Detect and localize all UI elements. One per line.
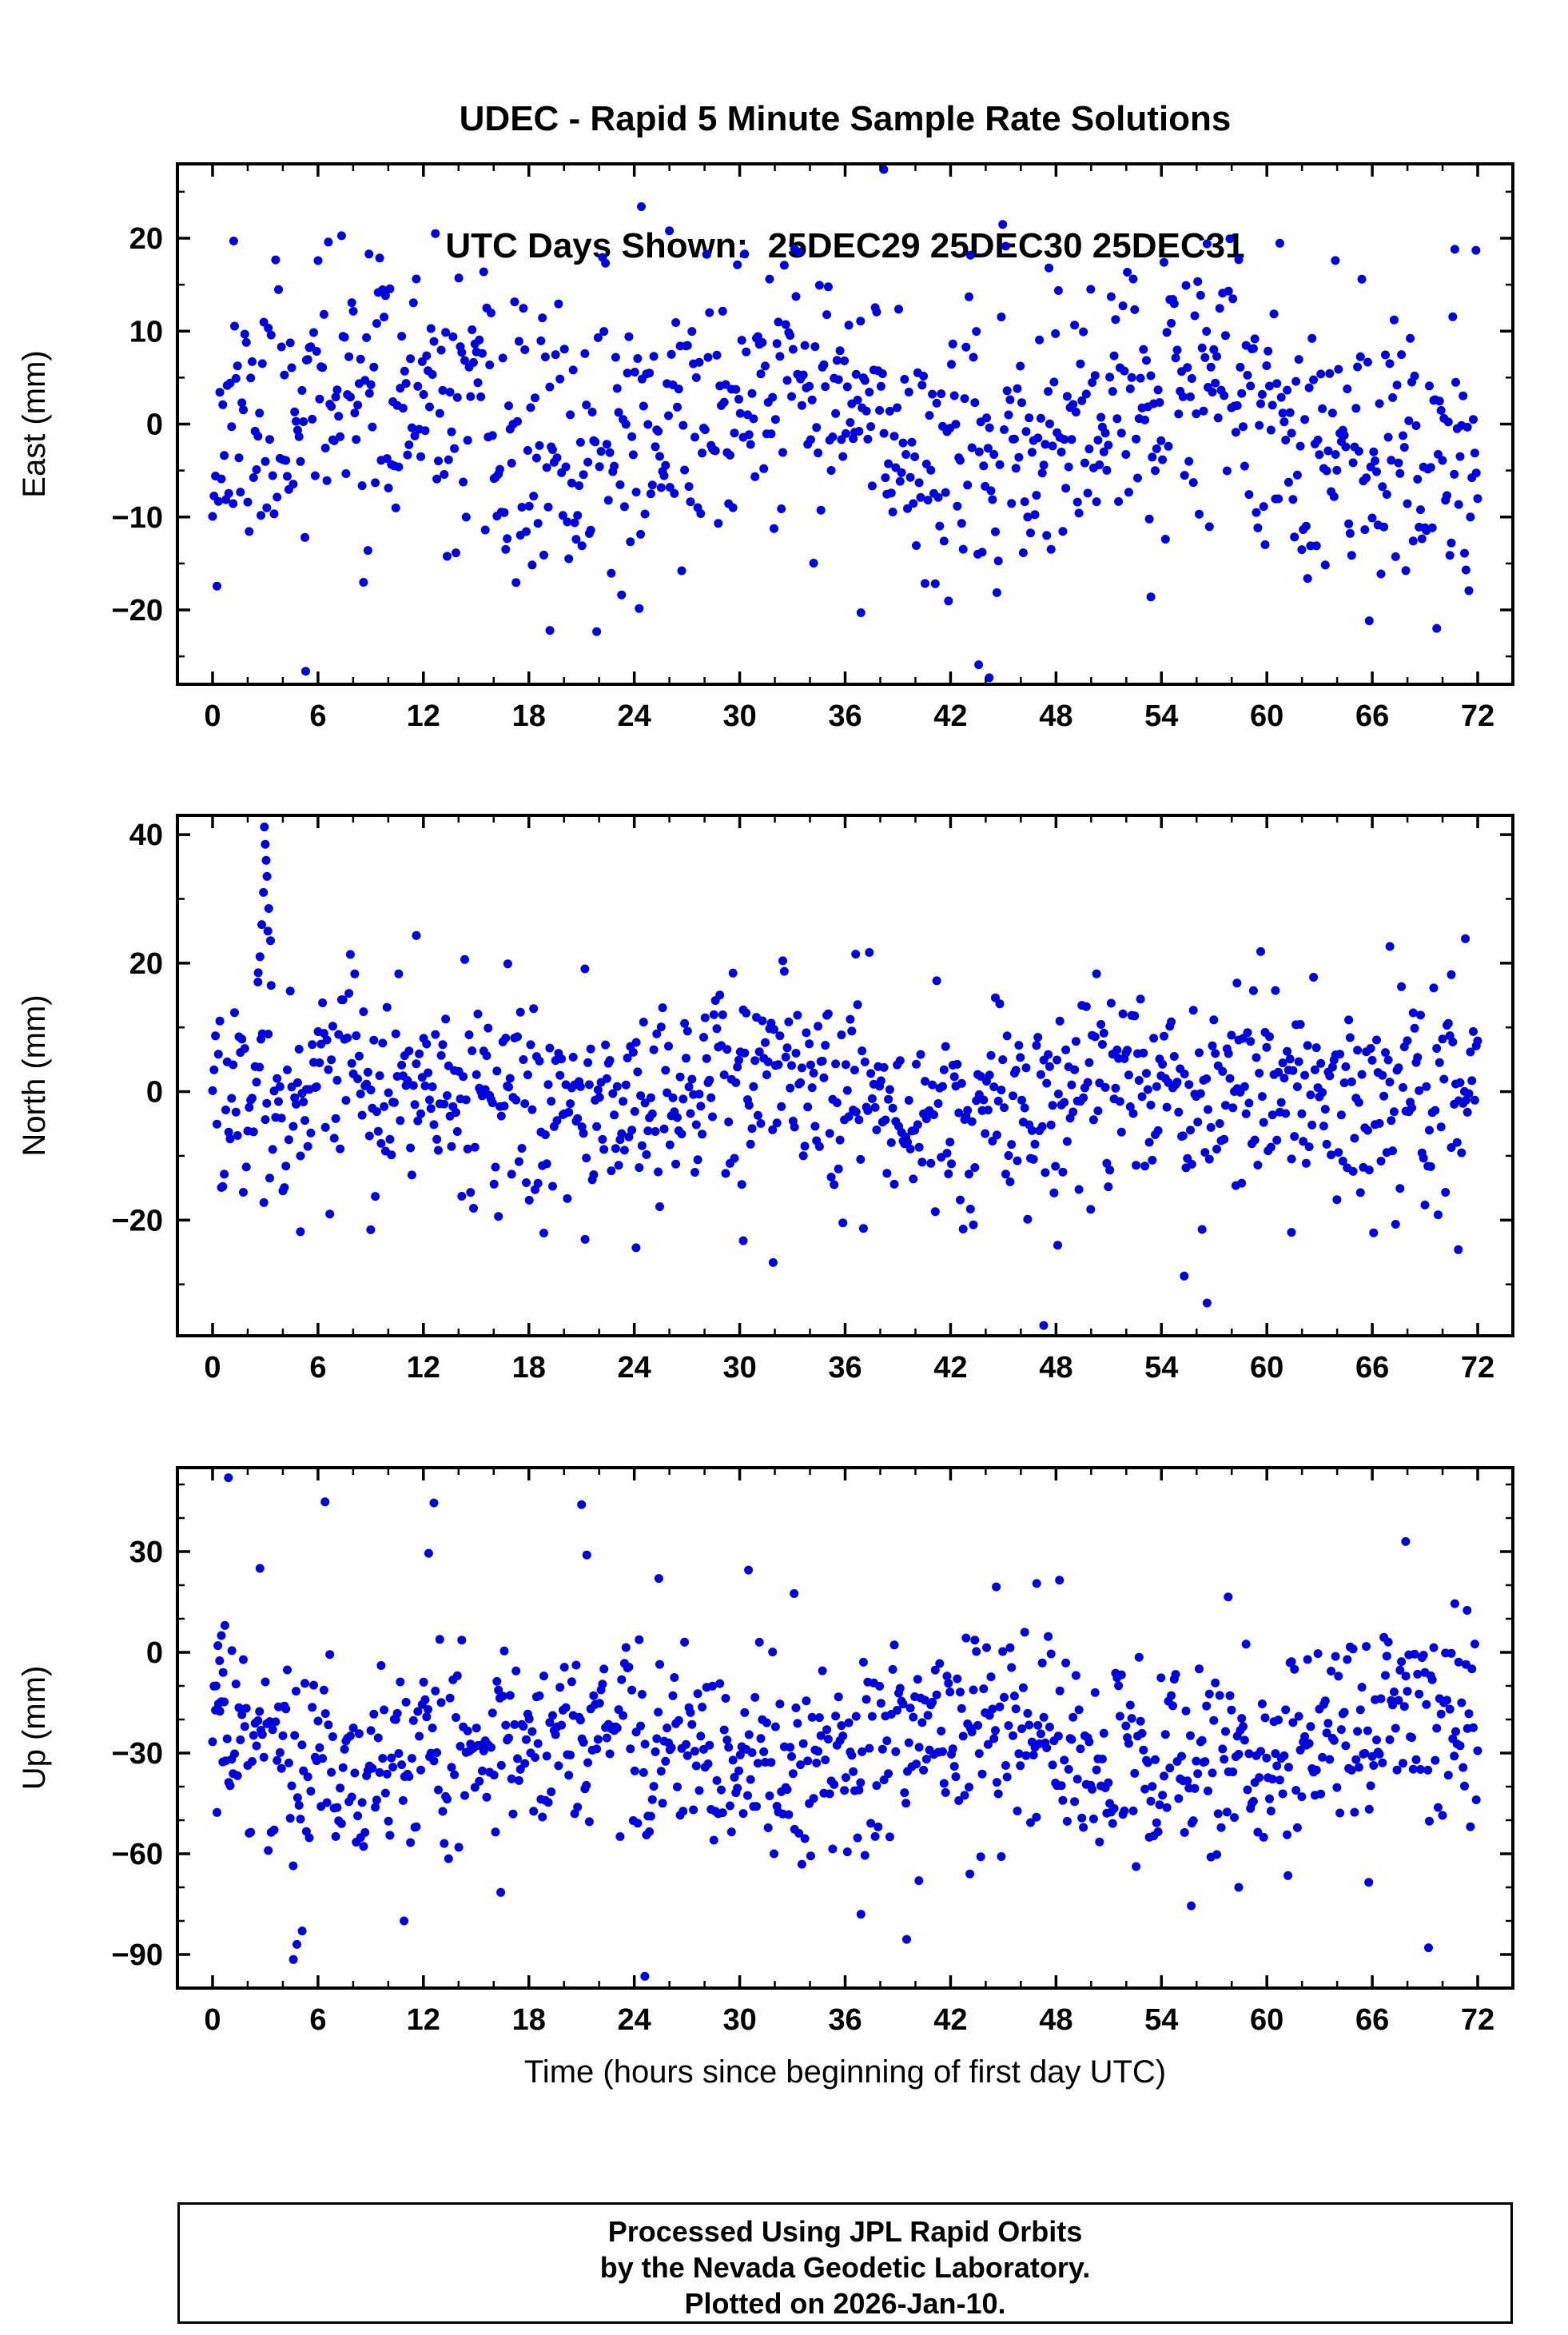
y-tick-label: 0: [146, 1636, 163, 1670]
x-tick-label: 66: [1355, 2003, 1389, 2037]
x-tick-label: 72: [1461, 1351, 1494, 1385]
x-tick-label: 6: [309, 699, 326, 733]
panel-east: 0 6 12 18 24 30 36 42 48 54 60 66 72 −20 −10 0 10 20 East …: [17, 162, 1514, 733]
x-tick-label: 30: [722, 1351, 756, 1385]
x-tick-label: 12: [407, 699, 440, 733]
x-tick-label: 60: [1250, 2003, 1283, 2037]
footer-line-3: Plotted on 2026-Jan-10.: [684, 2287, 1006, 2320]
y-tick-label: 0: [146, 1076, 163, 1110]
labels-east: 0 6 12 18 24 30 36 42 48 54 60 66 72 −20 −10 0 10 20 East …: [17, 222, 1494, 733]
x-tick-label: 18: [512, 1351, 546, 1385]
x-tick-label: 54: [1144, 2003, 1178, 2037]
x-tick-label: 42: [933, 699, 967, 733]
figure-title-block: UDEC - Rapid 5 Minute Sample Rate Soluti…: [177, 13, 1513, 352]
x-tick-label: 48: [1039, 699, 1073, 733]
footer-box: Processed Using JPL Rapid Orbits by the …: [177, 2202, 1513, 2324]
y-tick-label: −60: [112, 1838, 163, 1871]
x-tick-label: 60: [1250, 699, 1283, 733]
plot-frame-up: [176, 1466, 1514, 1990]
labels-up: 0 6 12 18 24 30 36 42 48 54 60 66 72 −90 −60 −30 0 30 Up (…: [17, 1536, 1494, 2037]
x-tick-label: 72: [1461, 2003, 1494, 2037]
panel-north: 0 6 12 18 24 30 36 42 48 54 60 66 72 −20 0 20 40 North (m…: [17, 814, 1514, 1385]
x-tick-label: 12: [407, 2003, 440, 2037]
x-axis-title: Time (hours since beginning of first day…: [523, 2054, 1167, 2090]
x-tick-label: 72: [1461, 699, 1494, 733]
scatter-points-east: [208, 165, 1482, 683]
plot-frame-east: [176, 162, 1514, 686]
x-tick-label: 24: [618, 1351, 651, 1385]
y-tick-label: −20: [112, 1204, 163, 1237]
y-tick-label: −10: [112, 501, 163, 535]
x-tick-label: 6: [309, 2003, 326, 2037]
x-tick-label: 36: [828, 2003, 862, 2037]
panel-up: 0 6 12 18 24 30 36 42 48 54 60 66 72 −90 −60 −30 0 30 Up (…: [17, 1466, 1514, 2037]
x-tick-label: 12: [407, 1351, 440, 1385]
y-tick-label: 40: [129, 819, 163, 852]
x-tick-label: 24: [618, 699, 651, 733]
y-axis-label-north: North (mm): [17, 994, 52, 1156]
x-tick-label: 6: [309, 1351, 326, 1385]
x-tick-label: 48: [1039, 2003, 1073, 2037]
x-tick-label: 42: [933, 2003, 967, 2037]
y-tick-label: 20: [129, 947, 163, 981]
y-tick-label: 10: [129, 315, 163, 349]
plot-frame-north: [176, 814, 1514, 1337]
footer-line-2: by the Nevada Geodetic Laboratory.: [599, 2251, 1091, 2284]
footer-line-1: Processed Using JPL Rapid Orbits: [607, 2215, 1083, 2248]
x-tick-label: 18: [512, 2003, 546, 2037]
x-tick-label: 36: [828, 699, 862, 733]
figure-subtitle: UTC Days Shown: 25DEC29 25DEC30 25DEC31: [445, 226, 1245, 265]
x-tick-label: 54: [1144, 699, 1178, 733]
x-tick-label: 42: [933, 1351, 967, 1385]
x-tick-label: 66: [1355, 699, 1389, 733]
x-tick-label: 66: [1355, 1351, 1389, 1385]
x-tick-label: 30: [722, 2003, 756, 2037]
scatter-points-north: [208, 823, 1482, 1330]
x-tick-label: 24: [618, 2003, 651, 2037]
figure-title: UDEC - Rapid 5 Minute Sample Rate Soluti…: [459, 99, 1232, 138]
y-tick-label: −90: [112, 1939, 163, 1972]
x-tick-label: 18: [512, 699, 546, 733]
y-tick-label: 30: [129, 1536, 163, 1569]
y-axis-label-east: East (mm): [17, 350, 52, 497]
x-tick-label: 54: [1144, 1351, 1178, 1385]
scatter-points-up: [208, 1473, 1482, 1981]
y-tick-label: −20: [112, 594, 163, 628]
x-tick-label: 0: [204, 1351, 221, 1385]
y-tick-label: 20: [129, 222, 163, 256]
y-tick-label: −30: [112, 1737, 163, 1771]
x-tick-label: 0: [204, 699, 221, 733]
y-tick-label: 0: [146, 408, 163, 442]
x-tick-label: 36: [828, 1351, 862, 1385]
y-axis-label-up: Up (mm): [17, 1666, 52, 1791]
axes-east: [177, 164, 1513, 684]
x-tick-label: 48: [1039, 1351, 1073, 1385]
x-tick-label: 60: [1250, 1351, 1283, 1385]
x-tick-label: 30: [722, 699, 756, 733]
x-tick-label: 0: [204, 2003, 221, 2037]
labels-north: 0 6 12 18 24 30 36 42 48 54 60 66 72 −20 0 20 40 North (m…: [17, 819, 1494, 1385]
